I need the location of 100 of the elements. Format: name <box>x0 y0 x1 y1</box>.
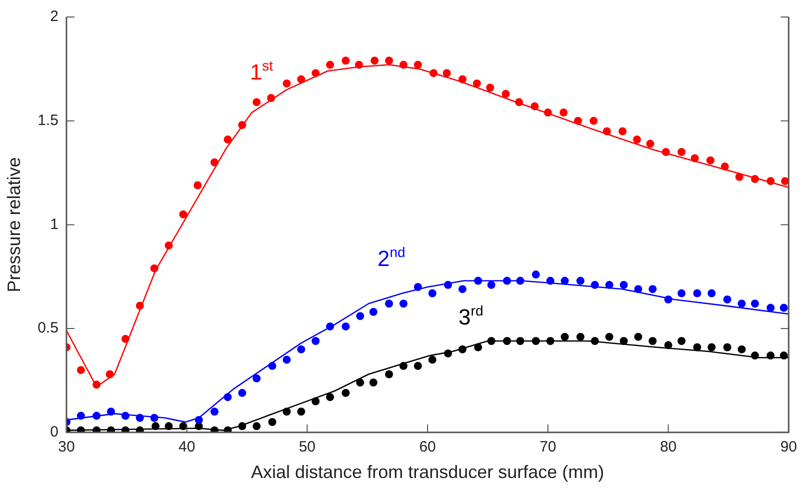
point <box>560 108 568 117</box>
point <box>312 397 320 406</box>
x-tick-label: 30 <box>58 438 75 456</box>
point <box>605 280 614 289</box>
point <box>560 276 569 285</box>
point <box>502 337 511 346</box>
point <box>106 370 114 378</box>
point <box>267 94 276 102</box>
point <box>152 422 160 430</box>
point <box>297 75 306 84</box>
x-tick-label: 80 <box>660 438 677 456</box>
point <box>194 416 203 424</box>
point <box>194 181 202 190</box>
point <box>750 175 759 184</box>
point <box>282 408 291 416</box>
point <box>590 116 598 125</box>
point <box>516 276 524 285</box>
point <box>356 378 364 387</box>
point <box>546 337 554 346</box>
point <box>723 343 732 352</box>
point <box>342 388 350 397</box>
point <box>150 264 158 272</box>
point <box>706 156 714 164</box>
point <box>342 56 350 65</box>
point <box>620 337 628 346</box>
point <box>238 121 246 130</box>
point <box>399 362 408 370</box>
point <box>76 366 85 374</box>
point <box>385 370 394 378</box>
point <box>646 140 654 148</box>
point <box>530 102 539 110</box>
point <box>664 341 672 350</box>
point <box>414 283 422 292</box>
point <box>312 337 320 346</box>
point <box>472 79 481 88</box>
x-tick-label: 50 <box>298 438 316 456</box>
point <box>164 422 173 430</box>
point <box>678 337 686 346</box>
point <box>238 388 246 397</box>
point <box>634 332 642 341</box>
point <box>326 60 334 69</box>
point <box>385 56 394 65</box>
point <box>648 337 657 346</box>
point <box>474 343 482 352</box>
point <box>693 289 702 298</box>
point <box>430 69 438 78</box>
point <box>780 352 788 360</box>
point <box>620 280 628 289</box>
x-tick-label: 90 <box>780 438 797 456</box>
point <box>738 345 746 354</box>
point <box>576 332 584 341</box>
point <box>515 98 524 106</box>
x-tick-label: 70 <box>540 438 556 456</box>
y-tick-label: 1.5 <box>38 112 58 129</box>
y-tick-label: 0 <box>50 424 58 441</box>
point <box>356 312 364 320</box>
point <box>750 300 759 308</box>
point <box>399 300 408 308</box>
point <box>780 304 788 312</box>
point <box>632 136 641 144</box>
point <box>268 362 276 370</box>
point <box>502 90 510 98</box>
point <box>121 334 130 343</box>
point <box>342 322 350 330</box>
point <box>781 177 789 186</box>
point <box>136 414 144 422</box>
point <box>708 343 716 352</box>
point <box>76 412 85 420</box>
point <box>474 276 482 285</box>
point <box>634 285 642 294</box>
y-tick-label: 1 <box>50 216 58 233</box>
point <box>766 177 775 186</box>
point <box>544 108 552 117</box>
point <box>766 304 775 312</box>
point <box>121 412 130 420</box>
point <box>224 393 232 402</box>
point <box>282 356 291 364</box>
point <box>297 345 306 354</box>
y-tick-label: 2 <box>50 8 58 26</box>
point <box>297 408 306 416</box>
point <box>399 60 408 69</box>
point <box>121 426 130 432</box>
point <box>486 84 494 92</box>
point <box>282 79 291 88</box>
point <box>735 172 744 181</box>
point <box>560 332 569 341</box>
point <box>678 148 686 156</box>
point <box>458 345 466 354</box>
point <box>106 408 115 416</box>
point <box>576 276 584 285</box>
point <box>312 69 320 78</box>
point <box>179 422 188 430</box>
point <box>414 60 422 69</box>
point <box>92 412 101 420</box>
point <box>92 426 101 432</box>
point <box>574 116 582 125</box>
point <box>106 426 115 432</box>
point <box>164 241 173 250</box>
point <box>546 276 554 285</box>
point <box>414 362 422 370</box>
